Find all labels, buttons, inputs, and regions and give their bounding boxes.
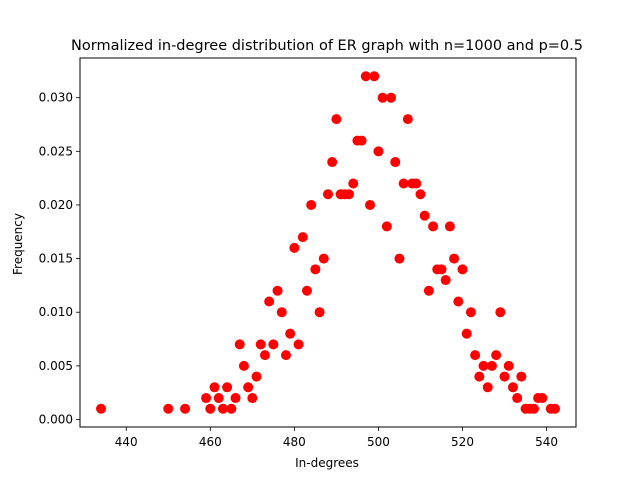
data-point xyxy=(386,92,397,103)
data-point xyxy=(234,339,245,350)
y-tick-label: 0.015 xyxy=(39,252,73,266)
data-point xyxy=(310,264,321,275)
data-point xyxy=(377,92,388,103)
data-point xyxy=(428,221,439,232)
data-point xyxy=(512,393,523,404)
data-point xyxy=(306,199,317,210)
data-point xyxy=(356,135,367,146)
data-point xyxy=(457,264,468,275)
data-point xyxy=(398,178,409,189)
y-tick-label: 0.025 xyxy=(39,144,73,158)
data-point xyxy=(549,403,560,414)
data-point xyxy=(297,232,308,243)
data-point xyxy=(528,403,539,414)
data-point xyxy=(423,285,434,296)
data-point xyxy=(348,178,359,189)
x-tick-label: 520 xyxy=(451,435,474,449)
data-point xyxy=(449,253,460,264)
data-point xyxy=(411,178,422,189)
data-point xyxy=(314,307,325,318)
data-point xyxy=(243,382,254,393)
data-point xyxy=(280,350,291,361)
data-point xyxy=(415,189,426,200)
data-point xyxy=(419,210,430,221)
data-point xyxy=(344,189,355,200)
data-point xyxy=(230,393,241,404)
data-point xyxy=(453,296,464,307)
data-point xyxy=(276,307,287,318)
data-point xyxy=(259,350,270,361)
data-point xyxy=(470,350,481,361)
data-point xyxy=(301,285,312,296)
data-point xyxy=(365,199,376,210)
data-point xyxy=(163,403,174,414)
data-point xyxy=(318,253,329,264)
data-point xyxy=(381,221,392,232)
data-point xyxy=(323,189,333,200)
data-point xyxy=(96,403,107,414)
data-point xyxy=(327,157,338,168)
data-point xyxy=(465,307,476,318)
data-point xyxy=(217,403,228,414)
data-point xyxy=(201,393,212,404)
data-point xyxy=(495,307,506,318)
data-point xyxy=(507,382,518,393)
x-tick-label: 460 xyxy=(199,435,222,449)
data-point xyxy=(285,328,296,339)
data-point xyxy=(247,393,258,404)
data-point xyxy=(402,114,413,125)
data-point xyxy=(499,371,510,382)
chart-title: Normalized in-degree distribution of ER … xyxy=(71,38,583,54)
data-point xyxy=(222,382,233,393)
x-tick-label: 540 xyxy=(535,435,558,449)
data-point xyxy=(268,339,279,350)
data-point xyxy=(482,382,493,393)
x-tick-label: 440 xyxy=(115,435,138,449)
data-point xyxy=(390,157,401,168)
y-tick-label: 0.020 xyxy=(39,198,73,212)
data-point xyxy=(491,350,502,361)
data-point xyxy=(394,253,405,264)
y-tick-label: 0.010 xyxy=(39,305,73,319)
data-point xyxy=(369,71,380,82)
data-point xyxy=(264,296,275,307)
data-point xyxy=(360,71,371,82)
data-point xyxy=(226,403,237,414)
data-point xyxy=(205,403,216,414)
data-point xyxy=(213,393,224,404)
data-point xyxy=(516,371,527,382)
data-point xyxy=(293,339,304,350)
data-point xyxy=(486,360,497,371)
data-point xyxy=(251,371,262,382)
data-point xyxy=(331,114,342,125)
data-point xyxy=(474,371,485,382)
data-point xyxy=(503,360,514,371)
y-tick-label: 0.005 xyxy=(39,359,73,373)
data-points xyxy=(96,71,560,414)
data-point xyxy=(289,242,300,253)
data-point xyxy=(272,285,283,296)
data-point xyxy=(537,393,548,404)
data-point xyxy=(209,382,220,393)
y-tick-label: 0.030 xyxy=(39,91,73,105)
plot-frame xyxy=(79,57,577,428)
y-tick-label: 0.000 xyxy=(39,412,73,426)
data-point xyxy=(478,360,489,371)
data-point xyxy=(461,328,472,339)
data-point xyxy=(444,221,455,232)
x-tick-label: 500 xyxy=(367,435,390,449)
x-axis-ticks: 440 460 480 500 520 540 xyxy=(115,427,558,449)
data-point xyxy=(238,360,249,371)
x-axis-label: In-degrees xyxy=(295,456,359,470)
x-tick-label: 480 xyxy=(283,435,306,449)
data-point xyxy=(255,339,266,350)
data-point xyxy=(436,264,447,275)
y-axis-label: Frequency xyxy=(11,213,25,275)
data-point xyxy=(440,275,451,286)
y-axis-ticks: 0.000 0.005 0.010 0.015 0.020 0.025 0.030 xyxy=(39,91,80,426)
data-point xyxy=(180,403,191,414)
data-point xyxy=(373,146,384,157)
